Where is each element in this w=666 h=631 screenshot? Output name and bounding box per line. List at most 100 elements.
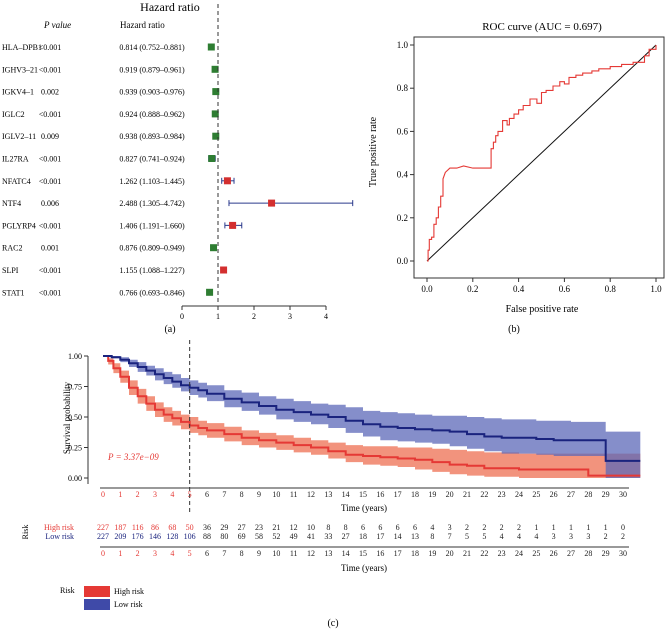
forest-point [229, 221, 237, 229]
km-xlabel: Time (years) [341, 503, 387, 513]
risk-table-count: 17 [376, 532, 384, 541]
risk-table-count: 3 [448, 523, 452, 532]
km-x-tick-label: 20 [446, 490, 454, 499]
forest-hr-text: 2.488 (1.305–4.742) [119, 199, 185, 208]
forest-hr-text: 0.919 (0.879–0.961) [119, 65, 185, 74]
forest-point [206, 288, 214, 296]
risk-table-count: 29 [220, 523, 228, 532]
forest-row: IGHV3–21 <0.001 0.919 (0.879–0.961) [2, 65, 219, 74]
risk-table-x-tick-label: 26 [550, 549, 558, 558]
risk-table-count: 5 [482, 532, 486, 541]
forest-gene-label: NTF4 [2, 199, 21, 208]
forest-row: SLPI <0.001 1.155 (1.088–1.227) [2, 266, 228, 275]
risk-table-x-tick-label: 24 [515, 549, 523, 558]
risk-table-count: 7 [448, 532, 452, 541]
risk-table-count: 2 [465, 523, 469, 532]
km-x-tick-label: 28 [584, 490, 592, 499]
km-curve-high-risk [103, 355, 641, 477]
risk-table-count: 52 [272, 532, 280, 541]
forest-pvalue: <0.001 [39, 43, 62, 52]
forest-row: RAC2 0.001 0.876 (0.809–0.949) [2, 244, 218, 253]
forest-hr-text: 0.938 (0.893–0.984) [119, 132, 185, 141]
risk-table-x-tick-label: 2 [136, 549, 140, 558]
roc-x-tick-label: 0.2 [467, 284, 478, 294]
forest-row: IGLC2 <0.001 0.924 (0.888–0.962) [2, 110, 219, 119]
km-x-tick-label: 2 [136, 490, 140, 499]
forest-col-hr: Hazard ratio [120, 20, 165, 30]
km-x-tick-label: 1 [118, 490, 122, 499]
risk-table-count: 209 [114, 532, 126, 541]
roc-x-tick-label: 0.4 [513, 284, 525, 294]
forest-pvalue: <0.001 [39, 155, 62, 164]
risk-table-count: 8 [344, 523, 348, 532]
risk-table-count: 8 [326, 523, 330, 532]
forest-x-tick-label: 2 [252, 312, 256, 321]
forest-pvalue: 0.009 [41, 132, 59, 141]
km-ylabel: Survival probability [62, 381, 72, 454]
forest-gene-label: IGLV2–11 [2, 132, 36, 141]
km-x-tick-label: 30 [619, 490, 627, 499]
km-y-tick-label: 0.50 [68, 413, 82, 422]
legend-swatch-high [84, 586, 110, 597]
forest-x-tick-label: 1 [216, 312, 220, 321]
risk-table-x-tick-label: 0 [101, 549, 105, 558]
forest-hr-text: 0.939 (0.903–0.976) [119, 88, 185, 97]
risk-table-count: 49 [290, 532, 298, 541]
forest-col-pvalue: P value [43, 20, 71, 30]
km-x-tick-label: 26 [550, 490, 558, 499]
forest-point [208, 155, 216, 162]
roc-y-tick-label: 0.6 [397, 126, 409, 136]
risk-table-x-tick-label: 15 [359, 549, 367, 558]
forest-point [211, 65, 219, 73]
forest-pvalue: <0.001 [39, 266, 62, 275]
forest-hr-text: 0.814 (0.752–0.881) [119, 43, 185, 52]
risk-table-count: 116 [132, 523, 144, 532]
risk-table-count: 146 [149, 532, 161, 541]
risk-table-x-tick-label: 25 [532, 549, 540, 558]
risk-table-x-tick-label: 23 [498, 549, 506, 558]
roc-x-tick-label: 1.0 [650, 284, 662, 294]
forest-point [223, 177, 231, 185]
risk-table-row-label: High risk [44, 523, 74, 532]
risk-table-count: 2 [517, 523, 521, 532]
risk-table-row-label: Low risk [45, 532, 74, 541]
forest-gene-label: PGLYRP4 [2, 221, 36, 230]
risk-table-count: 18 [359, 532, 367, 541]
forest-row: IGKV4–1 0.002 0.939 (0.903–0.976) [2, 88, 220, 97]
risk-table-title: Risk [21, 525, 30, 540]
km-pvalue: P = 3.37e−09 [107, 452, 159, 462]
risk-table-count: 69 [238, 532, 246, 541]
risk-table-x-tick-label: 5 [188, 549, 192, 558]
roc-x-tick-label: 0.0 [421, 284, 433, 294]
roc-diagonal [426, 44, 657, 262]
risk-table-count: 6 [361, 523, 365, 532]
forest-gene-label: RAC2 [2, 244, 22, 253]
forest-panel-label: (a) [164, 324, 175, 335]
risk-table-count: 14 [394, 532, 402, 541]
forest-pvalue: 0.002 [41, 88, 59, 97]
forest-hr-text: 1.406 (1.191–1.660) [119, 221, 185, 230]
risk-table-count: 4 [517, 532, 521, 541]
risk-table-x-tick-label: 30 [619, 549, 627, 558]
roc-x-tick-label: 0.8 [605, 284, 617, 294]
risk-table-count: 27 [238, 523, 246, 532]
forest-title: Hazard ratio [140, 0, 200, 14]
forest-x-tick-label: 3 [288, 312, 292, 321]
km-x-tick-label: 21 [463, 490, 471, 499]
forest-pvalue: 0.001 [41, 244, 59, 253]
risk-table-count: 0 [621, 523, 625, 532]
risk-table-x-tick-label: 22 [480, 549, 488, 558]
risk-table-count: 80 [220, 532, 228, 541]
roc-x-tick-label: 0.6 [559, 284, 571, 294]
risk-table-count: 1 [552, 523, 556, 532]
roc-y-tick-label: 1.0 [397, 40, 409, 50]
risk-table-count: 227 [97, 532, 109, 541]
forest-pvalue: <0.001 [39, 221, 62, 230]
risk-table-x-tick-label: 21 [463, 549, 471, 558]
km-x-tick-label: 17 [394, 490, 402, 499]
risk-table-count: 50 [186, 523, 194, 532]
forest-row: NFATC4 <0.001 1.262 (1.103–1.445) [2, 177, 235, 186]
risk-table-x-tick-label: 16 [376, 549, 384, 558]
risk-table-x-tick-label: 8 [240, 549, 244, 558]
forest-pvalue: 0.006 [41, 199, 59, 208]
